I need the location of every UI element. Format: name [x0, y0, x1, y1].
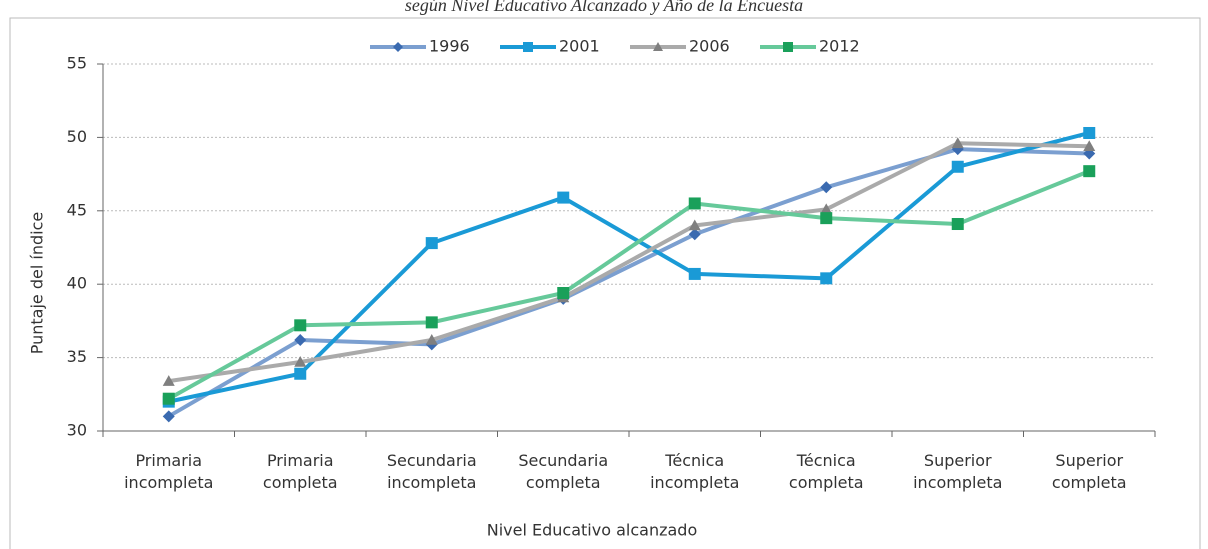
- y-tick-label: 45: [67, 200, 87, 219]
- series-line: [167, 169, 1090, 401]
- y-axis-title: Puntaje del índice: [28, 212, 47, 354]
- y-tick-label: 55: [67, 54, 87, 73]
- marker: [557, 191, 570, 204]
- marker: [425, 333, 438, 345]
- x-tick-label: Superior incompleta: [913, 451, 1002, 492]
- series-line: [168, 141, 1090, 384]
- y-tick-label: 30: [67, 421, 87, 440]
- marker: [1083, 126, 1096, 139]
- marker: [820, 181, 833, 194]
- legend-label: 1996: [429, 37, 470, 56]
- x-tick-label: Técnica completa: [789, 451, 864, 492]
- x-axis-title: Nivel Educativo alcanzado: [487, 521, 697, 540]
- marker: [820, 203, 833, 215]
- marker: [951, 218, 964, 231]
- marker: [688, 197, 701, 210]
- y-tick-label: 40: [67, 274, 87, 293]
- marker: [162, 375, 175, 386]
- y-tick-label: 50: [67, 127, 87, 146]
- x-tick-label: Secundaria incompleta: [387, 451, 477, 492]
- x-tick-label: Superior completa: [1052, 451, 1127, 492]
- marker: [294, 319, 307, 332]
- marker: [1083, 165, 1096, 178]
- marker: [557, 287, 570, 300]
- x-tick-label: Primaria incompleta: [124, 451, 213, 492]
- chart-title: según Nivel Educativo Alcanzado y Año de…: [405, 0, 803, 15]
- marker: [162, 392, 175, 405]
- marker: [688, 267, 701, 280]
- marker: [294, 367, 307, 380]
- marker: [951, 160, 964, 173]
- x-tick-label: Técnica incompleta: [650, 451, 739, 492]
- marker: [688, 228, 701, 241]
- marker: [294, 333, 307, 346]
- marker: [820, 212, 833, 225]
- series-line: [168, 131, 1090, 404]
- chart-frame: [9, 17, 1201, 549]
- marker: [294, 356, 307, 367]
- legend-label: 2006: [689, 37, 730, 56]
- marker: [820, 272, 833, 285]
- legend-marker: [393, 42, 403, 52]
- x-tick-label: Secundaria completa: [518, 451, 608, 492]
- legend-marker: [653, 42, 663, 51]
- marker: [162, 410, 175, 423]
- marker: [1083, 140, 1096, 152]
- legend-marker: [523, 42, 533, 52]
- y-tick-label: 35: [67, 347, 87, 366]
- legend-label: 2012: [819, 37, 860, 56]
- legend-marker: [783, 42, 793, 52]
- x-tick-label: Primaria completa: [263, 451, 338, 492]
- marker: [951, 137, 964, 149]
- marker: [425, 316, 438, 329]
- marker: [688, 219, 701, 231]
- marker: [425, 237, 438, 250]
- legend-label: 2001: [559, 37, 600, 56]
